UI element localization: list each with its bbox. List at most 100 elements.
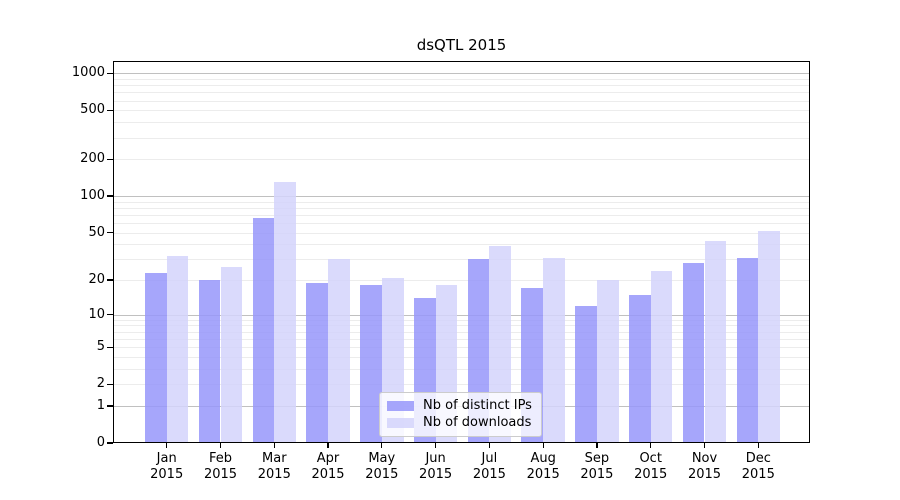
y-tick-label-100: 100 <box>80 188 105 203</box>
y-tick-label-0: 0 <box>96 435 105 450</box>
x-tick-label-sep-2015: Sep 2015 <box>580 451 614 482</box>
bar-nb-of-downloads-dec-2015 <box>758 230 781 443</box>
bar-nb-of-downloads-aug-2015 <box>543 257 565 443</box>
y-tick-mark-100 <box>107 195 113 197</box>
gridline-minor-300 <box>114 137 809 139</box>
y-tick-label-10: 10 <box>88 306 105 322</box>
gridline-minor-6 <box>114 338 809 340</box>
y-tick-label-200: 200 <box>80 151 105 167</box>
y-tick-label-500: 500 <box>80 102 105 118</box>
y-tick-label-50: 50 <box>88 224 105 240</box>
x-tick-label-jun-2015: Jun 2015 <box>419 451 453 482</box>
y-tick-mark-20 <box>107 279 113 281</box>
y-tick-label-1: 1 <box>96 397 105 413</box>
gridline-major-10 <box>114 314 809 316</box>
x-tick-mark-oct-2015 <box>650 443 652 448</box>
y-tick-mark-50 <box>107 232 113 234</box>
gridline-minor-500 <box>114 110 809 112</box>
legend: Nb of distinct IPs Nb of downloads <box>379 392 542 437</box>
bar-nb-of-distinct-ips-may-2015 <box>360 285 382 443</box>
y-tick-label-20: 20 <box>88 272 105 288</box>
bar-nb-of-downloads-nov-2015 <box>704 240 727 443</box>
x-tick-mark-feb-2015 <box>219 443 222 448</box>
bar-nb-of-distinct-ips-apr-2015 <box>306 282 328 443</box>
x-tick-label-jan-2015: Jan 2015 <box>150 451 184 482</box>
x-tick-mark-mar-2015 <box>273 443 275 448</box>
gridline-minor-400 <box>114 122 809 124</box>
x-tick-label-jul-2015: Jul 2015 <box>472 451 506 482</box>
x-tick-label-nov-2015: Nov 2015 <box>687 451 722 482</box>
gridline-minor-90 <box>114 201 809 203</box>
x-tick-label-feb-2015: Feb 2015 <box>203 451 238 482</box>
bar-nb-of-distinct-ips-dec-2015 <box>736 257 759 443</box>
x-tick-mark-dec-2015 <box>757 443 759 448</box>
gridline-minor-4 <box>114 356 809 358</box>
x-tick-label-dec-2015: Dec 2015 <box>741 451 775 482</box>
legend-label-downloads: Nb of downloads <box>423 415 532 431</box>
x-tick-label-aug-2015: Aug 2015 <box>526 451 560 482</box>
gridline-minor-7 <box>114 331 809 333</box>
gridline-major-100 <box>114 196 809 197</box>
y-tick-mark-1000 <box>107 72 113 74</box>
bar-nb-of-distinct-ips-jan-2015 <box>144 272 167 443</box>
y-tick-mark-200 <box>107 158 113 160</box>
legend-swatch-distinct-ips <box>387 400 414 411</box>
gridline-minor-800 <box>114 85 809 87</box>
y-tick-mark-5 <box>107 346 113 348</box>
y-tick-mark-1 <box>107 405 113 407</box>
x-tick-mark-jan-2015 <box>166 443 168 448</box>
x-tick-label-apr-2015: Apr 2015 <box>311 451 345 482</box>
y-tick-label-2: 2 <box>96 376 105 392</box>
gridline-minor-50 <box>114 232 809 234</box>
x-tick-mark-sep-2015 <box>596 443 598 448</box>
gridline-minor-5 <box>114 347 809 349</box>
bar-nb-of-downloads-feb-2015 <box>220 266 243 443</box>
x-tick-label-mar-2015: Mar 2015 <box>257 451 291 482</box>
x-tick-mark-may-2015 <box>381 443 383 448</box>
bar-nb-of-distinct-ips-nov-2015 <box>682 262 705 443</box>
legend-entry-downloads: Nb of downloads <box>387 415 533 433</box>
gridline-minor-30 <box>114 259 809 261</box>
bar-nb-of-downloads-mar-2015 <box>274 182 297 443</box>
bar-nb-of-distinct-ips-oct-2015 <box>628 294 651 443</box>
x-tick-label-may-2015: May 2015 <box>365 451 399 482</box>
gridline-minor-900 <box>114 78 809 80</box>
gridline-minor-200 <box>114 159 809 161</box>
gridline-minor-3 <box>114 368 809 370</box>
x-tick-mark-jun-2015 <box>434 443 437 448</box>
gridline-minor-8 <box>114 325 809 327</box>
bar-nb-of-distinct-ips-sep-2015 <box>575 305 597 443</box>
bar-nb-of-distinct-ips-feb-2015 <box>198 280 221 443</box>
bar-nb-of-distinct-ips-mar-2015 <box>252 218 275 443</box>
y-tick-mark-500 <box>107 109 113 111</box>
gridline-minor-600 <box>114 100 809 102</box>
gridline-minor-40 <box>114 244 809 246</box>
bar-nb-of-downloads-apr-2015 <box>328 259 350 443</box>
y-tick-label-5: 5 <box>96 339 105 355</box>
y-tick-mark-0 <box>107 442 113 444</box>
gridline-minor-9 <box>114 319 809 321</box>
y-tick-mark-10 <box>107 314 113 316</box>
x-tick-mark-jul-2015 <box>488 443 490 448</box>
gridline-major-1000 <box>114 73 809 75</box>
x-tick-mark-aug-2015 <box>542 443 544 448</box>
gridline-minor-700 <box>114 92 809 94</box>
bar-nb-of-downloads-sep-2015 <box>596 280 619 443</box>
gridline-minor-60 <box>114 223 809 224</box>
x-tick-label-oct-2015: Oct 2015 <box>634 451 668 482</box>
legend-entry-distinct-ips: Nb of distinct IPs <box>387 397 533 415</box>
x-tick-mark-apr-2015 <box>327 443 329 448</box>
x-tick-mark-nov-2015 <box>703 443 706 448</box>
gridline-minor-20 <box>114 280 809 282</box>
y-tick-label-1000: 1000 <box>71 65 105 81</box>
chart-title: dsQTL 2015 <box>416 36 507 54</box>
gridline-minor-2 <box>114 384 809 386</box>
legend-swatch-downloads <box>387 418 414 429</box>
gridline-minor-80 <box>114 207 809 209</box>
gridline-minor-70 <box>114 214 809 216</box>
bar-nb-of-downloads-jan-2015 <box>166 255 189 443</box>
bar-nb-of-downloads-oct-2015 <box>650 270 673 443</box>
y-tick-mark-2 <box>107 383 113 385</box>
legend-label-distinct-ips: Nb of distinct IPs <box>423 397 532 413</box>
